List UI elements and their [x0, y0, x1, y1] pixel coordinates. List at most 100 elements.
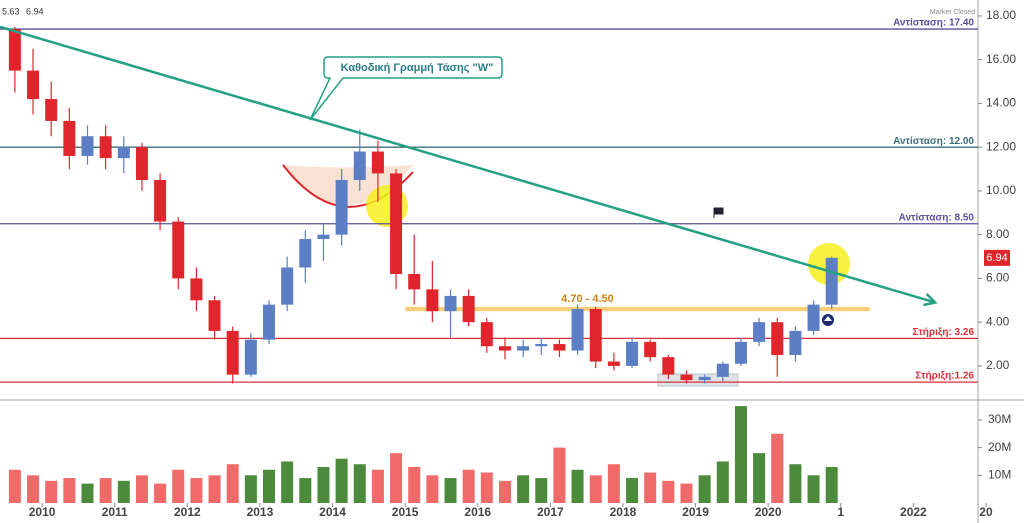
last-price-label: 6.94 [986, 252, 1007, 264]
candle-body [8, 29, 21, 71]
candle-body [571, 309, 584, 351]
volume-tick-label: 30M [988, 412, 1011, 426]
x-tick-label: 2017 [537, 505, 564, 519]
candle-body [607, 361, 620, 366]
x-tick-label: 1 [837, 505, 844, 519]
volume-bar [498, 480, 511, 503]
candle-body [81, 136, 94, 156]
candle-body [789, 330, 802, 355]
x-tick-label: 20 [979, 505, 993, 519]
candle-body [263, 304, 276, 340]
volume-bar [172, 469, 185, 503]
volume-bar [589, 475, 602, 503]
candle-body [27, 70, 40, 100]
level-label: Στήριξη:1.26 [915, 371, 974, 382]
volume-bar [371, 469, 384, 503]
volume-bar [117, 480, 130, 503]
y-tick-label: 10.00 [986, 183, 1016, 197]
candle-body [426, 289, 439, 312]
volume-bar [226, 464, 239, 503]
volume-bar [517, 475, 530, 503]
volume-bar [680, 483, 693, 503]
level-label: Αντίσταση: 8.50 [899, 212, 975, 223]
candle-body [172, 221, 185, 279]
candle-body [644, 341, 657, 358]
callout-box [309, 56, 503, 121]
up-arrow-glyph [824, 316, 832, 321]
candle-body [535, 344, 548, 347]
volume-bar [154, 483, 167, 503]
candle-body [662, 357, 675, 375]
volume-bar [27, 475, 40, 503]
x-tick-label: 2019 [682, 505, 709, 519]
volume-bar [807, 475, 820, 503]
candle-body [517, 346, 530, 351]
volume-bar [662, 480, 675, 503]
volume-bar [281, 461, 294, 503]
band-label: 4.70 - 4.50 [561, 293, 614, 305]
trend-line [0, 25, 936, 304]
volume-bar [734, 406, 747, 503]
volume-bar [353, 464, 366, 503]
x-tick-label: 2018 [610, 505, 637, 519]
volume-tick-label: 20M [988, 440, 1011, 454]
x-tick-label: 2022 [900, 505, 927, 519]
volume-bar [335, 458, 348, 503]
candle-body [698, 376, 711, 381]
level-label: Στήριξη: 3.26 [913, 327, 975, 338]
volume-bar [535, 478, 548, 503]
y-tick-label: 6.00 [986, 271, 1010, 285]
volume-bar [81, 483, 94, 503]
volume-bar [753, 453, 766, 503]
x-tick-label: 2011 [102, 505, 128, 519]
volume-bar [63, 478, 76, 503]
volume-bar [716, 461, 729, 503]
candle-body [553, 344, 566, 351]
volume-bar [45, 480, 58, 503]
market-status: Market Closed [930, 9, 975, 16]
candle-body [117, 147, 130, 159]
candle-body [408, 274, 421, 290]
candle-body [135, 147, 148, 180]
volume-bar [99, 478, 112, 503]
volume-bar [426, 475, 439, 503]
volume-bar [317, 466, 330, 503]
candle-body [299, 239, 312, 268]
y-tick-label: 14.00 [986, 96, 1016, 110]
candle-body [390, 173, 403, 275]
volume-tick-label: 10M [988, 467, 1011, 481]
volume-bar [390, 453, 403, 503]
volume-bar [208, 475, 221, 503]
candle-body [371, 151, 384, 174]
candle-body [716, 363, 729, 377]
candle-body [680, 374, 693, 381]
x-tick-label: 2020 [755, 505, 782, 519]
prev-price: 5.63 [2, 6, 20, 16]
x-tick-label: 2012 [174, 505, 201, 519]
candle-body [480, 322, 493, 347]
volume-bar [626, 478, 639, 503]
volume-bar [553, 447, 566, 503]
x-tick-label: 2015 [392, 505, 419, 519]
support-band [405, 306, 870, 312]
volume-bar [444, 478, 457, 503]
trend-label: Καθοδική Γραμμή Τάσης "W" [341, 62, 494, 74]
candle-body [825, 257, 838, 305]
candle-body [244, 339, 257, 375]
y-tick-label: 18.00 [986, 8, 1016, 22]
candle-body [462, 295, 475, 323]
volume-bar [244, 475, 257, 503]
y-tick-label: 2.00 [986, 358, 1010, 372]
level-label: Αντίσταση: 17.40 [893, 18, 974, 29]
x-tick-label: 2014 [319, 505, 346, 519]
candle-body [281, 267, 294, 305]
candle-body [753, 322, 766, 342]
candle-body [45, 99, 58, 121]
volume-bar [263, 469, 276, 503]
candle-body [190, 278, 203, 301]
volume-bar [190, 478, 203, 503]
trend-arrow [923, 293, 938, 307]
volume-bar [299, 478, 312, 503]
volume-bar [771, 433, 784, 503]
